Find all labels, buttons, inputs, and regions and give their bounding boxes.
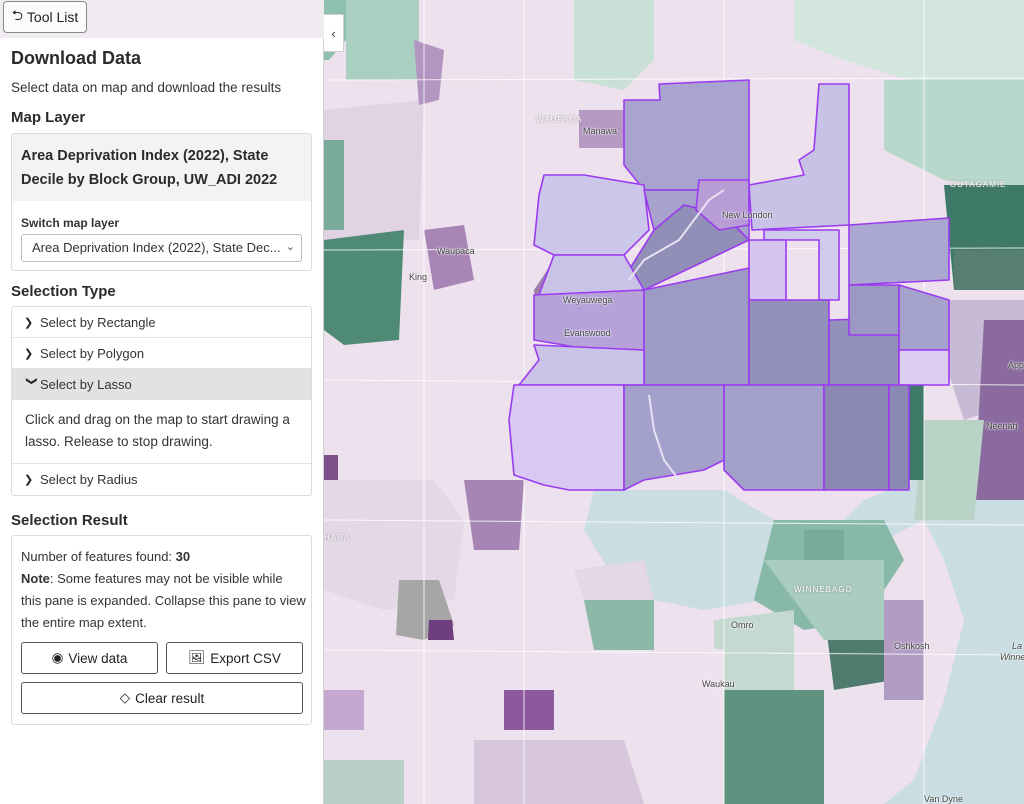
select-by-radius[interactable]: ❯ Select by Radius [12, 464, 311, 495]
select-by-rectangle[interactable]: ❯ Select by Rectangle [12, 307, 311, 338]
eye-icon: ◉ [51, 650, 64, 665]
map-layer-card: Area Deprivation Index (2022), State Dec… [11, 133, 312, 271]
clear-result-label: Clear result [135, 690, 205, 706]
place-label-van-dyne: Van Dyne [924, 794, 963, 804]
place-label-appleton: Appl [1008, 360, 1024, 370]
select-by-radius-label: Select by Radius [40, 472, 138, 487]
map-canvas[interactable]: WAUPACA OUTAGAMIE WINNEBAGO HARA Manawa … [324, 0, 1024, 804]
layer-name: Area Deprivation Index (2022), State Dec… [21, 148, 278, 188]
chevron-left-icon: ‹ [331, 25, 336, 41]
place-label-winnebago: WINNEBAGO [794, 585, 853, 594]
place-label-neenah: Neenah [986, 421, 1018, 431]
place-label-omro: Omro [731, 620, 754, 630]
place-label-weyauwega: Weyauwega [563, 295, 613, 305]
map-tiles [324, 0, 1024, 804]
export-csv-button[interactable]: 🖼 Export CSV [166, 642, 303, 674]
select-by-lasso[interactable]: ❯ Select by Lasso [12, 369, 311, 400]
selection-type-heading: Selection Type [11, 283, 116, 300]
download-data-panel: Download Data Select data on map and dow… [0, 38, 324, 804]
switch-map-layer-select[interactable]: Area Deprivation Index (2022), State Dec… [21, 234, 302, 262]
features-found-count: 30 [175, 549, 191, 564]
place-label-manawa: Manawa [583, 126, 618, 136]
place-label-new-london: New London [722, 210, 773, 220]
place-label-hara: HARA [324, 533, 351, 542]
place-label-outagamie: OUTAGAMIE [950, 180, 1007, 189]
map-layer-heading: Map Layer [11, 109, 86, 126]
top-strip: ⮌ Tool List [0, 0, 324, 38]
tool-list-label: Tool List [26, 9, 79, 25]
place-label-king: King [409, 272, 428, 282]
chevron-down-icon: ❯ [25, 376, 38, 386]
chevron-right-icon: ❯ [24, 347, 34, 360]
selection-result-heading: Selection Result [11, 512, 128, 529]
view-data-button[interactable]: ◉ View data [21, 642, 158, 674]
export-csv-label: Export CSV [210, 650, 281, 666]
select-by-polygon[interactable]: ❯ Select by Polygon [12, 338, 311, 369]
lasso-help-text: Click and drag on the map to start drawi… [12, 400, 311, 464]
selection-type-accordion: ❯ Select by Rectangle ❯ Select by Polygo… [11, 306, 312, 496]
place-label-evanswood: Evanswood [564, 328, 611, 338]
chevron-down-icon: ⌄ [285, 241, 295, 253]
select-by-rectangle-label: Select by Rectangle [40, 314, 156, 330]
select-by-polygon-label: Select by Polygon [40, 345, 145, 361]
chevron-right-icon: ❯ [24, 316, 34, 329]
note-text: : Some features may not be visible while… [21, 571, 306, 630]
selection-result-card: Number of features found: 30 Note: Some … [11, 535, 312, 725]
place-label-waukau: Waukau [702, 679, 735, 689]
download-icon: 🖼 [188, 650, 206, 665]
view-data-label: View data [68, 650, 128, 666]
chevron-right-icon: ❯ [24, 474, 34, 486]
place-label-lake: La [1012, 641, 1023, 651]
layer-select-value: Area Deprivation Index (2022), State Dec… [32, 240, 281, 255]
collapse-panel-button[interactable]: ‹ [324, 14, 344, 52]
panel-title: Download Data [11, 48, 142, 68]
clear-result-button[interactable]: ◇ Clear result [21, 682, 303, 714]
features-found-label: Number of features found: [21, 549, 176, 564]
eraser-icon: ◇ [119, 690, 131, 705]
place-label-winne: Winne [1000, 652, 1024, 662]
panel-subtitle: Select data on map and download the resu… [11, 80, 282, 95]
select-by-lasso-label: Select by Lasso [40, 376, 132, 392]
place-label-oshkosh: Oshkosh [894, 641, 930, 651]
place-label-waupaca: Waupaca [437, 246, 475, 256]
note-label: Note [21, 571, 50, 586]
place-label-waupaca-county: WAUPACA [536, 115, 583, 124]
switch-map-layer-label: Switch map layer [21, 216, 120, 230]
tool-list-button[interactable]: ⮌ Tool List [3, 1, 87, 33]
result-text: Number of features found: 30 Note: Some … [21, 546, 306, 634]
undo-arrow-icon: ⮌ [11, 7, 23, 23]
layer-name-box: Area Deprivation Index (2022), State Dec… [12, 134, 311, 201]
